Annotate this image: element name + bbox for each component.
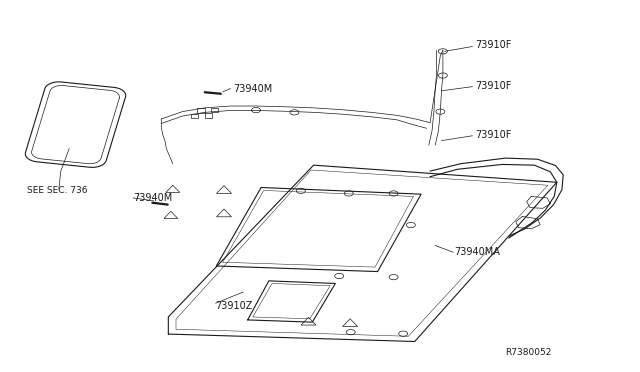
Text: 73940M: 73940M: [234, 84, 273, 93]
Text: SEE SEC. 736: SEE SEC. 736: [28, 186, 88, 195]
Text: 73910F: 73910F: [475, 81, 511, 90]
Text: 73910F: 73910F: [475, 41, 511, 50]
Text: 73940M: 73940M: [133, 193, 172, 203]
Text: 73910F: 73910F: [475, 130, 511, 140]
Text: R7380052: R7380052: [506, 348, 552, 357]
Text: 73910Z: 73910Z: [216, 301, 253, 311]
Text: 73940MA: 73940MA: [454, 247, 500, 257]
